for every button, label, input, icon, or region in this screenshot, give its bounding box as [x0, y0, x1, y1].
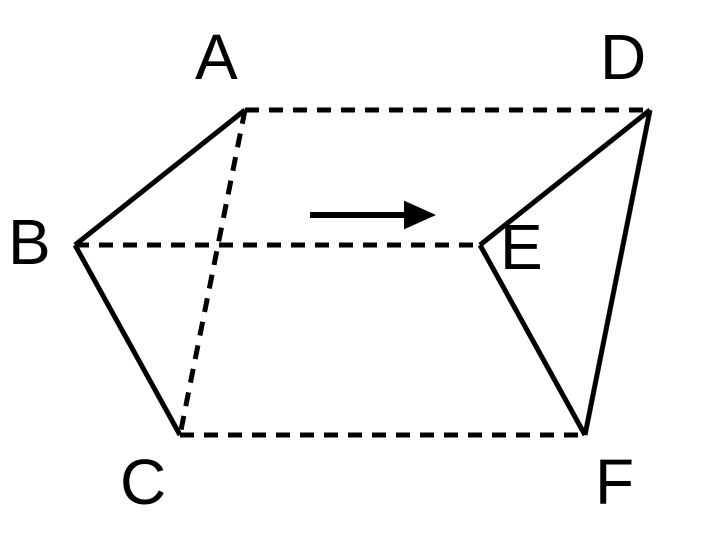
vertex-label-b: B	[8, 205, 51, 279]
vertex-label-e: E	[500, 210, 543, 284]
vertex-label-a: A	[195, 20, 238, 94]
vertex-label-c: C	[120, 445, 166, 519]
vertex-label-f: F	[595, 445, 634, 519]
solid-edges	[75, 110, 650, 435]
vertex-label-d: D	[600, 20, 646, 94]
dashed-edges	[75, 110, 650, 435]
translation-arrow	[310, 201, 436, 230]
